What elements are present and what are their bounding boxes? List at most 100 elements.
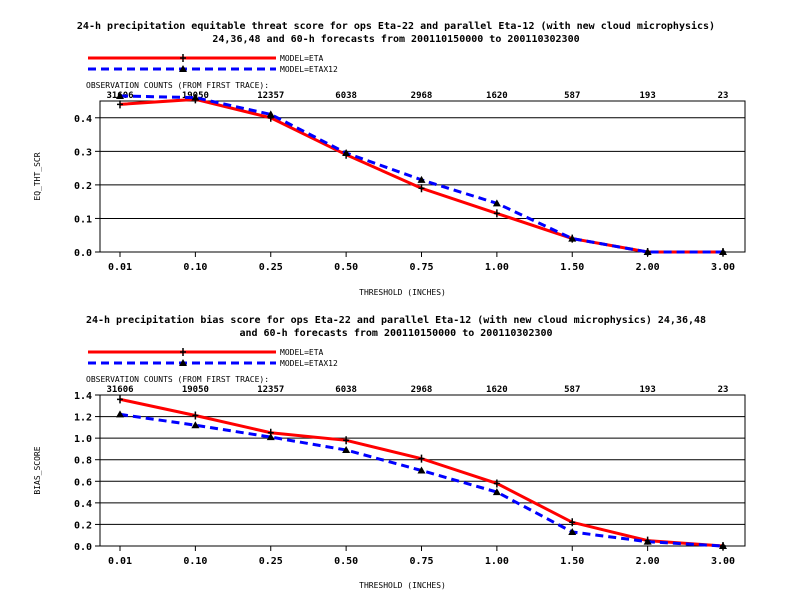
data-point bbox=[492, 199, 501, 207]
observation-count: 193 bbox=[639, 91, 655, 101]
x-tick-label: 3.00 bbox=[711, 556, 735, 567]
observation-count: 193 bbox=[639, 385, 655, 395]
data-point bbox=[417, 175, 426, 183]
x-tick-label: 1.00 bbox=[485, 556, 509, 567]
y-tick-label: 0.2 bbox=[74, 520, 92, 531]
x-tick-label: 0.10 bbox=[183, 262, 207, 273]
x-tick-label: 2.00 bbox=[636, 262, 660, 273]
observation-count: 19050 bbox=[182, 385, 209, 395]
chart-title-line-2: 24,36,48 and 60-h forecasts from 2001101… bbox=[212, 34, 580, 45]
x-tick-label: 0.50 bbox=[334, 556, 358, 567]
observation-counts-label: OBSERVATION COUNTS (FROM FIRST TRACE): bbox=[86, 375, 269, 384]
legend-marker bbox=[179, 359, 187, 366]
data-point bbox=[418, 184, 425, 193]
data-point bbox=[719, 542, 727, 549]
data-point bbox=[342, 446, 351, 454]
data-point bbox=[116, 410, 124, 418]
plot-frame bbox=[99, 394, 746, 547]
y-tick-label: 0.4 bbox=[74, 114, 92, 125]
data-point bbox=[117, 395, 123, 404]
legend-label: MODEL=ETA bbox=[280, 348, 324, 357]
data-point bbox=[568, 527, 577, 535]
x-tick-label: 0.01 bbox=[108, 556, 132, 567]
x-axis-label: THRESHOLD (INCHES) bbox=[359, 288, 446, 297]
data-point bbox=[343, 436, 350, 445]
observation-count: 1620 bbox=[486, 91, 508, 101]
data-point bbox=[266, 110, 275, 118]
legend-label: MODEL=ETAX12 bbox=[280, 359, 338, 368]
chart-title-line-1: 24-h precipitation equitable threat scor… bbox=[76, 21, 716, 32]
data-point bbox=[117, 100, 123, 109]
data-point bbox=[493, 479, 500, 488]
y-tick-label: 0.3 bbox=[74, 147, 92, 158]
data-point bbox=[191, 421, 200, 429]
data-point bbox=[342, 149, 351, 157]
data-point bbox=[569, 518, 576, 527]
ets-chart: MODEL=ETA MODEL=ETAX12 OBSERVATION COUNTS … bbox=[33, 54, 746, 297]
y-axis-label: BIAS_SCORE bbox=[33, 446, 42, 494]
plot-frame bbox=[99, 100, 746, 253]
x-tick-label: 1.50 bbox=[560, 556, 584, 567]
series-line bbox=[119, 97, 723, 254]
y-axis-label: EQ_THT_SCR bbox=[33, 152, 42, 200]
observation-count: 2968 bbox=[411, 91, 433, 101]
data-point bbox=[266, 433, 275, 441]
bias-chart: MODEL=ETA MODEL=ETAX12 OBSERVATION COUNTS … bbox=[33, 348, 746, 590]
series-line bbox=[119, 94, 723, 254]
data-point bbox=[116, 91, 124, 99]
observation-count: 23 bbox=[718, 91, 729, 101]
observation-count: 6038 bbox=[335, 385, 357, 395]
legend-marker bbox=[180, 348, 186, 356]
x-tick-label: 1.50 bbox=[560, 262, 584, 273]
y-tick-label: 1.2 bbox=[74, 413, 92, 424]
y-tick-label: 0.0 bbox=[74, 248, 92, 259]
y-tick-label: 0.8 bbox=[74, 456, 92, 467]
observation-count: 587 bbox=[564, 385, 580, 395]
observation-count: 587 bbox=[564, 91, 580, 101]
observation-count: 23 bbox=[718, 385, 729, 395]
observation-count: 31606 bbox=[106, 385, 133, 395]
y-tick-label: 1.4 bbox=[74, 391, 92, 402]
data-point bbox=[492, 488, 501, 496]
x-axis-label: THRESHOLD (INCHES) bbox=[359, 581, 446, 590]
legend-label: MODEL=ETA bbox=[280, 54, 324, 63]
data-point bbox=[719, 248, 727, 255]
x-tick-label: 2.00 bbox=[636, 556, 660, 567]
legend-marker bbox=[179, 65, 187, 72]
y-tick-label: 0.6 bbox=[74, 477, 92, 488]
x-tick-label: 0.01 bbox=[108, 262, 132, 273]
x-tick-label: 1.00 bbox=[485, 262, 509, 273]
data-point bbox=[568, 234, 577, 242]
data-point bbox=[643, 248, 652, 255]
y-tick-label: 1.0 bbox=[74, 434, 92, 445]
chart-title-line-2: and 60-h forecasts from 200110150000 to … bbox=[239, 328, 553, 339]
data-point bbox=[493, 209, 500, 218]
ets-chart-panel: 24-h precipitation equitable threat scor… bbox=[0, 0, 792, 300]
observation-count: 12357 bbox=[257, 385, 284, 395]
x-tick-label: 0.50 bbox=[334, 262, 358, 273]
data-point bbox=[192, 411, 199, 420]
y-tick-label: 0.0 bbox=[74, 542, 92, 553]
observation-counts-label: OBSERVATION COUNTS (FROM FIRST TRACE): bbox=[86, 81, 269, 90]
legend-marker bbox=[180, 54, 186, 62]
observation-count: 1620 bbox=[486, 385, 508, 395]
x-tick-label: 0.10 bbox=[183, 556, 207, 567]
x-tick-label: 3.00 bbox=[711, 262, 735, 273]
x-tick-label: 0.75 bbox=[409, 262, 433, 273]
observation-count: 6038 bbox=[335, 91, 357, 101]
x-tick-label: 0.75 bbox=[409, 556, 433, 567]
x-tick-label: 0.25 bbox=[259, 262, 283, 273]
y-tick-label: 0.4 bbox=[74, 499, 92, 510]
series-line bbox=[119, 412, 724, 548]
data-point bbox=[417, 466, 426, 474]
y-tick-label: 0.1 bbox=[74, 214, 92, 225]
y-tick-label: 0.2 bbox=[74, 181, 92, 192]
data-point bbox=[418, 454, 425, 463]
chart-title-line-1: 24-h precipitation bias score for ops Et… bbox=[85, 315, 707, 326]
legend-label: MODEL=ETAX12 bbox=[280, 65, 338, 74]
x-tick-label: 0.25 bbox=[259, 556, 283, 567]
observation-count: 12357 bbox=[257, 91, 284, 101]
data-point bbox=[191, 93, 200, 101]
data-point bbox=[643, 537, 652, 545]
observation-count: 2968 bbox=[411, 385, 433, 395]
